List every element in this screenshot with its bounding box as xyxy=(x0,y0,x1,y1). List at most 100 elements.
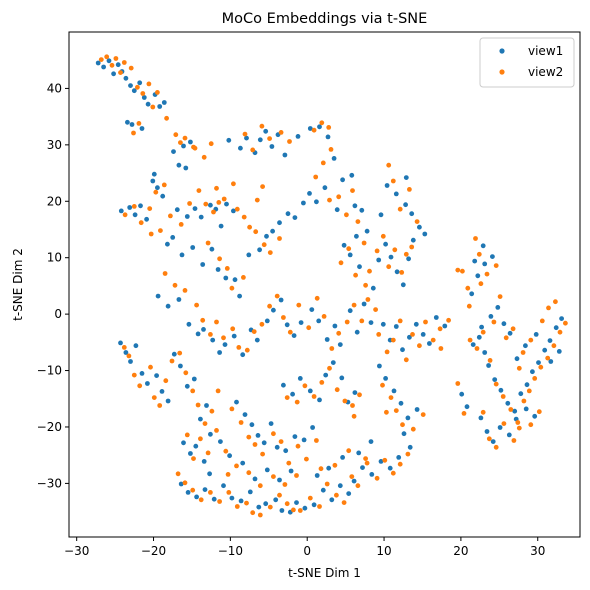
y-tick-label: 0 xyxy=(54,307,62,321)
point-view1 xyxy=(405,415,411,421)
point-view1 xyxy=(370,285,376,291)
point-view1 xyxy=(553,325,559,331)
point-view2 xyxy=(384,409,389,415)
point-view2 xyxy=(460,268,465,274)
point-view2 xyxy=(146,81,152,87)
point-view1 xyxy=(317,124,322,130)
point-view1 xyxy=(198,214,204,220)
point-view2 xyxy=(390,337,396,343)
legend-label-view2: view2 xyxy=(528,65,563,79)
point-view2 xyxy=(214,185,219,191)
point-view1 xyxy=(394,269,400,275)
point-view1 xyxy=(309,307,315,312)
point-view2 xyxy=(253,229,259,235)
point-view1 xyxy=(301,437,307,443)
point-view1 xyxy=(322,185,328,191)
point-view1 xyxy=(290,391,295,397)
point-view1 xyxy=(128,83,133,88)
point-view1 xyxy=(111,71,116,77)
point-view1 xyxy=(393,324,399,329)
y-axis-label: t-SNE Dim 2 xyxy=(11,248,25,321)
point-view1 xyxy=(469,291,475,297)
point-view2 xyxy=(320,160,326,166)
point-view2 xyxy=(211,209,216,215)
point-view1 xyxy=(227,453,233,459)
point-view2 xyxy=(329,346,335,351)
point-view1 xyxy=(559,316,564,321)
point-view1 xyxy=(332,323,338,329)
point-view2 xyxy=(241,275,246,280)
point-view2 xyxy=(251,329,257,334)
point-view2 xyxy=(155,90,160,95)
point-view1 xyxy=(174,207,180,213)
point-view2 xyxy=(284,501,290,507)
point-view1 xyxy=(273,497,279,503)
point-view1 xyxy=(209,246,215,252)
point-view2 xyxy=(201,154,207,160)
point-view1 xyxy=(240,352,246,358)
point-view2 xyxy=(246,434,252,440)
point-view1 xyxy=(400,347,405,353)
point-view1 xyxy=(138,203,143,209)
point-view2 xyxy=(151,395,157,400)
point-view1 xyxy=(246,252,252,258)
point-view2 xyxy=(338,260,344,266)
point-view2 xyxy=(317,504,322,509)
point-view2 xyxy=(297,508,303,513)
point-view1 xyxy=(295,134,301,139)
plot-frame xyxy=(68,31,581,538)
point-view1 xyxy=(417,224,422,230)
point-view2 xyxy=(465,285,471,291)
point-view1 xyxy=(221,483,226,489)
point-view1 xyxy=(261,440,267,446)
point-view1 xyxy=(277,220,282,226)
point-view1 xyxy=(482,350,488,355)
point-view2 xyxy=(282,482,288,487)
point-view2 xyxy=(295,443,301,449)
point-view1 xyxy=(234,399,239,405)
legend: view1 view2 xyxy=(479,37,575,88)
point-view1 xyxy=(307,388,313,394)
point-view1 xyxy=(200,262,206,267)
point-view2 xyxy=(252,442,258,447)
point-view2 xyxy=(363,282,368,288)
point-view2 xyxy=(397,318,403,324)
point-view1 xyxy=(514,356,520,362)
point-view1 xyxy=(427,341,432,346)
point-view1 xyxy=(518,391,524,397)
point-view2 xyxy=(344,212,349,218)
point-view1 xyxy=(218,223,224,229)
point-view2 xyxy=(493,381,499,387)
point-view2 xyxy=(271,474,276,479)
point-view1 xyxy=(242,412,248,417)
point-view2 xyxy=(234,463,239,469)
point-view2 xyxy=(131,204,137,209)
point-view2 xyxy=(178,140,183,146)
point-view1 xyxy=(274,444,280,450)
point-view1 xyxy=(231,208,236,214)
point-view2 xyxy=(437,326,443,332)
point-view2 xyxy=(350,403,355,408)
point-view1 xyxy=(256,504,262,510)
point-view2 xyxy=(410,426,416,432)
point-view2 xyxy=(267,250,273,256)
point-view2 xyxy=(486,436,492,442)
point-view1 xyxy=(298,320,304,325)
chart-title: MoCo Embeddings via t-SNE xyxy=(222,11,428,27)
y-tick-label: 10 xyxy=(47,251,62,265)
point-view1 xyxy=(396,455,402,460)
point-view1 xyxy=(433,315,439,320)
point-view1 xyxy=(201,459,207,464)
point-view1 xyxy=(155,185,160,191)
point-view2 xyxy=(157,403,163,408)
point-view1 xyxy=(204,403,209,408)
point-view2 xyxy=(230,326,236,332)
point-view2 xyxy=(491,319,497,325)
point-view2 xyxy=(286,460,292,466)
point-view1 xyxy=(403,202,408,208)
point-view2 xyxy=(307,495,313,501)
point-view1 xyxy=(154,373,160,378)
point-view1 xyxy=(320,487,326,493)
point-view1 xyxy=(475,273,481,279)
point-view1 xyxy=(459,391,465,397)
